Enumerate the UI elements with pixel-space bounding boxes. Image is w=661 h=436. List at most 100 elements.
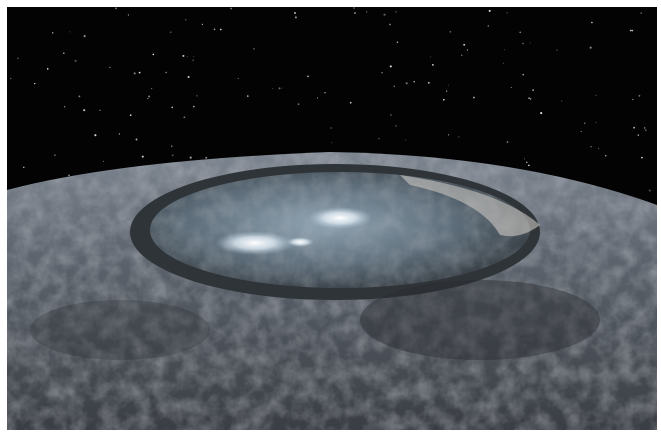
star — [595, 94, 597, 96]
star — [165, 71, 167, 74]
star — [192, 105, 195, 108]
star — [186, 56, 188, 58]
star — [463, 43, 466, 46]
star — [580, 130, 582, 133]
star — [395, 125, 397, 127]
star — [510, 86, 512, 88]
star — [330, 127, 332, 129]
star — [389, 23, 391, 26]
star — [349, 101, 352, 104]
bright-spot — [308, 207, 372, 229]
star — [442, 98, 445, 101]
star — [189, 156, 192, 159]
star — [523, 158, 526, 160]
star — [83, 109, 86, 112]
star — [63, 52, 65, 54]
star — [595, 122, 597, 124]
star — [201, 23, 204, 26]
bright-spot — [215, 231, 295, 255]
star — [115, 7, 118, 10]
star — [466, 49, 468, 51]
star — [307, 75, 309, 78]
star — [192, 59, 194, 61]
star — [427, 81, 430, 84]
shadow-basin — [30, 300, 210, 360]
star — [148, 95, 151, 98]
image — [7, 7, 657, 430]
star — [196, 95, 198, 97]
star — [605, 155, 607, 157]
star — [629, 29, 632, 32]
star — [502, 62, 504, 64]
star — [522, 73, 525, 76]
star — [638, 94, 641, 97]
star — [138, 71, 141, 74]
star — [129, 114, 132, 116]
star — [147, 97, 149, 100]
star — [640, 12, 642, 14]
star — [591, 21, 593, 24]
star — [74, 59, 77, 62]
star — [294, 16, 297, 19]
star — [219, 28, 222, 31]
star — [472, 96, 475, 99]
star — [68, 174, 70, 176]
star — [633, 126, 635, 129]
star — [529, 98, 532, 100]
star — [445, 90, 448, 92]
star — [522, 42, 524, 45]
star — [171, 106, 174, 109]
star — [247, 95, 249, 97]
star — [109, 66, 111, 69]
star — [395, 11, 397, 13]
star — [631, 29, 634, 32]
star — [171, 145, 173, 147]
star — [331, 142, 333, 144]
shadow-basin — [360, 280, 600, 360]
star — [381, 72, 383, 74]
star — [643, 127, 646, 129]
star — [141, 155, 144, 158]
star — [383, 13, 386, 16]
star — [589, 46, 592, 49]
star — [506, 12, 508, 14]
star — [354, 12, 356, 14]
star — [281, 87, 283, 89]
star — [187, 75, 190, 79]
star — [152, 53, 155, 56]
star — [430, 56, 432, 58]
crater-wall-bright — [400, 175, 540, 237]
star — [317, 97, 318, 99]
star — [405, 139, 407, 141]
star — [52, 32, 54, 34]
star — [78, 95, 81, 98]
star — [135, 138, 138, 141]
star — [230, 7, 232, 10]
star — [297, 103, 300, 105]
star — [185, 19, 187, 21]
star — [94, 134, 97, 137]
star — [632, 98, 634, 101]
star — [532, 89, 534, 91]
star — [461, 54, 463, 56]
star — [34, 82, 36, 85]
star — [193, 56, 195, 58]
star — [99, 109, 101, 111]
star — [353, 7, 355, 9]
star — [151, 88, 153, 90]
star — [503, 49, 505, 51]
star — [396, 41, 399, 44]
star — [526, 161, 528, 164]
star — [324, 92, 326, 94]
star — [253, 47, 255, 50]
star — [205, 156, 208, 159]
star — [171, 154, 174, 157]
star — [389, 65, 392, 68]
star — [54, 154, 56, 156]
crater-texture — [150, 172, 530, 288]
star — [182, 54, 185, 57]
star — [102, 160, 104, 162]
star — [488, 9, 491, 12]
star — [272, 88, 274, 90]
